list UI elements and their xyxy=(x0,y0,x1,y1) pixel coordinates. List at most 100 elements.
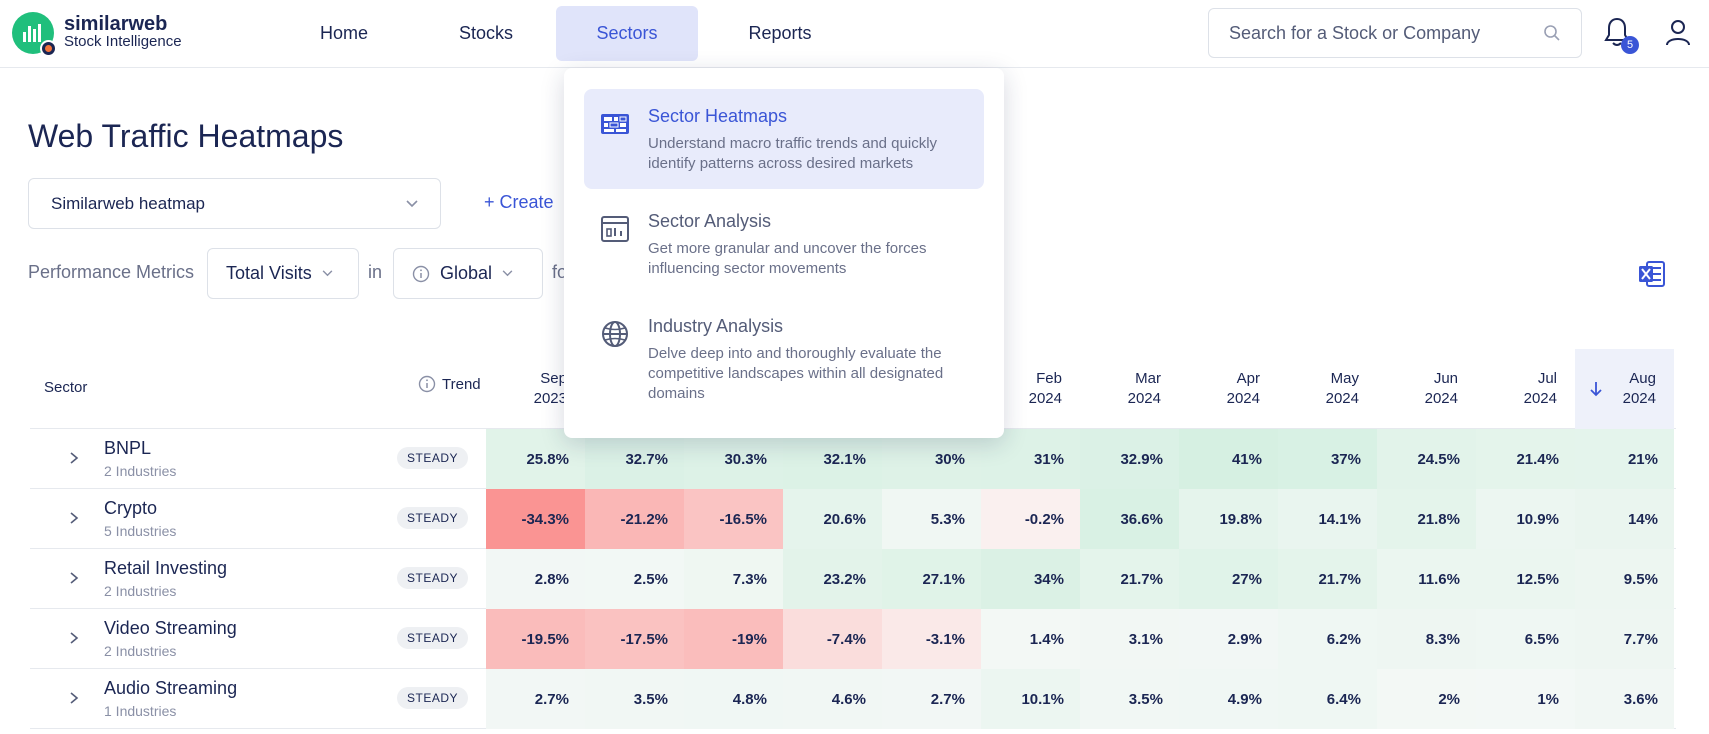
heatmap-cell[interactable]: 2.7% xyxy=(882,669,981,729)
heatmap-cell[interactable]: -17.5% xyxy=(585,609,684,669)
table-row[interactable]: Audio Streaming 1 Industries STEADY 2.7% 3.5… xyxy=(30,669,1676,729)
heatmap-cell[interactable]: 4.8% xyxy=(684,669,783,729)
heatmap-cell[interactable]: 21.4% xyxy=(1476,429,1575,489)
heatmap-cell[interactable]: -3.1% xyxy=(882,609,981,669)
heatmap-cell[interactable]: 6.5% xyxy=(1476,609,1575,669)
chevron-right-icon[interactable] xyxy=(68,451,80,465)
heatmap-cell[interactable]: 7.7% xyxy=(1575,609,1674,669)
column-header-month[interactable]: Sep 2023 xyxy=(486,369,585,409)
heatmap-cell[interactable]: 27% xyxy=(1179,549,1278,609)
chevron-right-icon[interactable] xyxy=(68,511,80,525)
column-header-month[interactable]: Jul 2024 xyxy=(1476,369,1575,409)
menu-item-sector-heatmaps[interactable]: Sector Heatmaps Understand macro traffic… xyxy=(584,89,984,189)
heatmap-cell[interactable]: 1.4% xyxy=(981,609,1080,669)
heatmap-cell[interactable]: 25.8% xyxy=(486,429,585,489)
table-row[interactable]: BNPL 2 Industries STEADY 25.8% 32.7% 30.3% 32.… xyxy=(30,429,1676,489)
heatmap-cell[interactable]: 7.3% xyxy=(684,549,783,609)
column-header-trend[interactable]: Trend xyxy=(418,375,481,393)
column-header-month[interactable]: Apr 2024 xyxy=(1179,369,1278,409)
heatmap-cell[interactable]: -7.4% xyxy=(783,609,882,669)
heatmap-cell[interactable]: 24.5% xyxy=(1377,429,1476,489)
heatmap-cell[interactable]: 2.5% xyxy=(585,549,684,609)
heatmap-cell[interactable]: 19.8% xyxy=(1179,489,1278,549)
menu-item-description: Get more granular and uncover the forces… xyxy=(648,240,927,277)
heatmap-cell[interactable]: 31% xyxy=(981,429,1080,489)
heatmap-cell[interactable]: 21% xyxy=(1575,429,1674,489)
chevron-right-icon[interactable] xyxy=(68,571,80,585)
nav-home[interactable]: Home xyxy=(319,23,368,43)
heatmap-cell[interactable]: 27.1% xyxy=(882,549,981,609)
heatmap-cell[interactable]: 1% xyxy=(1476,669,1575,729)
table-row[interactable]: Video Streaming 2 Industries STEADY -19.5% -… xyxy=(30,609,1676,669)
heatmap-cell[interactable]: 8.3% xyxy=(1377,609,1476,669)
heatmap-cell[interactable]: 32.1% xyxy=(783,429,882,489)
create-heatmap-link[interactable]: + Create xyxy=(484,192,554,213)
heatmap-cell[interactable]: 12.5% xyxy=(1476,549,1575,609)
heatmap-cell[interactable]: -21.2% xyxy=(585,489,684,549)
column-header-month[interactable]: Feb 2024 xyxy=(981,369,1080,409)
heatmap-cell[interactable]: 14.1% xyxy=(1278,489,1377,549)
heatmap-cell[interactable]: 4.6% xyxy=(783,669,882,729)
heatmap-cell[interactable]: 3.5% xyxy=(1080,669,1179,729)
bell-icon[interactable] xyxy=(1602,16,1632,48)
column-header-sector[interactable]: Sector xyxy=(44,379,88,396)
heatmap-cell[interactable]: 14% xyxy=(1575,489,1674,549)
search-input[interactable]: Search for a Stock or Company xyxy=(1208,8,1582,58)
heatmap-cell[interactable]: -0.2% xyxy=(981,489,1080,549)
heatmap-cell[interactable]: 10.9% xyxy=(1476,489,1575,549)
month-label: Sep xyxy=(540,370,567,387)
heatmap-cell[interactable]: 3.1% xyxy=(1080,609,1179,669)
heatmap-cell[interactable]: 21.7% xyxy=(1278,549,1377,609)
metric-select[interactable]: Total Visits xyxy=(207,248,359,299)
heatmap-cell[interactable]: 2% xyxy=(1377,669,1476,729)
heatmap-cell[interactable]: 2.8% xyxy=(486,549,585,609)
heatmap-cell[interactable]: 21.8% xyxy=(1377,489,1476,549)
column-header-month[interactable]: May 2024 xyxy=(1278,369,1377,409)
heatmap-cell[interactable]: 21.7% xyxy=(1080,549,1179,609)
nav-reports[interactable]: Reports xyxy=(748,23,812,43)
heatmap-cell[interactable]: 30% xyxy=(882,429,981,489)
menu-item-industry-analysis[interactable]: Industry Analysis Delve deep into and th… xyxy=(584,299,984,402)
heatmap-cell[interactable]: 23.2% xyxy=(783,549,882,609)
heatmap-cell[interactable]: 37% xyxy=(1278,429,1377,489)
heatmap-cell[interactable]: 41% xyxy=(1179,429,1278,489)
heatmap-cell[interactable]: 3.6% xyxy=(1575,669,1674,729)
heatmap-cell[interactable]: 9.5% xyxy=(1575,549,1674,609)
heatmap-cell[interactable]: -19.5% xyxy=(486,609,585,669)
menu-item-sector-analysis[interactable]: Sector Analysis Get more granular and un… xyxy=(584,194,984,294)
heatmap-cell[interactable]: 20.6% xyxy=(783,489,882,549)
column-header-month[interactable]: Mar 2024 xyxy=(1080,369,1179,409)
chevron-right-icon[interactable] xyxy=(68,631,80,645)
logo[interactable]: similarweb Stock Intelligence xyxy=(12,12,182,57)
heatmap-cell[interactable]: 34% xyxy=(981,549,1080,609)
heatmap-cell[interactable]: 6.4% xyxy=(1278,669,1377,729)
excel-export-icon[interactable] xyxy=(1638,260,1666,288)
heatmap-cell[interactable]: -34.3% xyxy=(486,489,585,549)
heatmap-cell[interactable]: -19% xyxy=(684,609,783,669)
performance-metrics-label: Performance Metrics xyxy=(28,262,195,282)
heatmap-select[interactable]: Similarweb heatmap xyxy=(28,178,441,229)
heatmap-cell[interactable]: 2.9% xyxy=(1179,609,1278,669)
heatmap-cell[interactable]: 5.3% xyxy=(882,489,981,549)
table-row[interactable]: Retail Investing 2 Industries STEADY 2.8% 2.… xyxy=(30,549,1676,609)
table-row[interactable]: Crypto 5 Industries STEADY -34.3% -21.2% -16.… xyxy=(30,489,1676,549)
geo-select[interactable]: Global xyxy=(393,248,543,299)
heatmap-cell[interactable]: 4.9% xyxy=(1179,669,1278,729)
heatmap-cell[interactable]: -16.5% xyxy=(684,489,783,549)
heatmap-cell[interactable]: 32.7% xyxy=(585,429,684,489)
column-header-month[interactable]: Jun 2024 xyxy=(1377,369,1476,409)
heatmap-cell[interactable]: 3.5% xyxy=(585,669,684,729)
heatmap-cell[interactable]: 32.9% xyxy=(1080,429,1179,489)
trend-badge: STEADY xyxy=(397,507,469,529)
heatmap-cell[interactable]: 10.1% xyxy=(981,669,1080,729)
nav-stocks[interactable]: Stocks xyxy=(458,23,514,43)
column-header-month[interactable]: Aug 2024 xyxy=(1575,349,1674,429)
user-icon[interactable] xyxy=(1664,18,1692,46)
heatmap-cell[interactable]: 6.2% xyxy=(1278,609,1377,669)
nav-sectors[interactable]: Sectors xyxy=(556,6,698,61)
heatmap-cell[interactable]: 11.6% xyxy=(1377,549,1476,609)
heatmap-cell[interactable]: 2.7% xyxy=(486,669,585,729)
heatmap-cell[interactable]: 30.3% xyxy=(684,429,783,489)
chevron-right-icon[interactable] xyxy=(68,691,80,705)
heatmap-cell[interactable]: 36.6% xyxy=(1080,489,1179,549)
